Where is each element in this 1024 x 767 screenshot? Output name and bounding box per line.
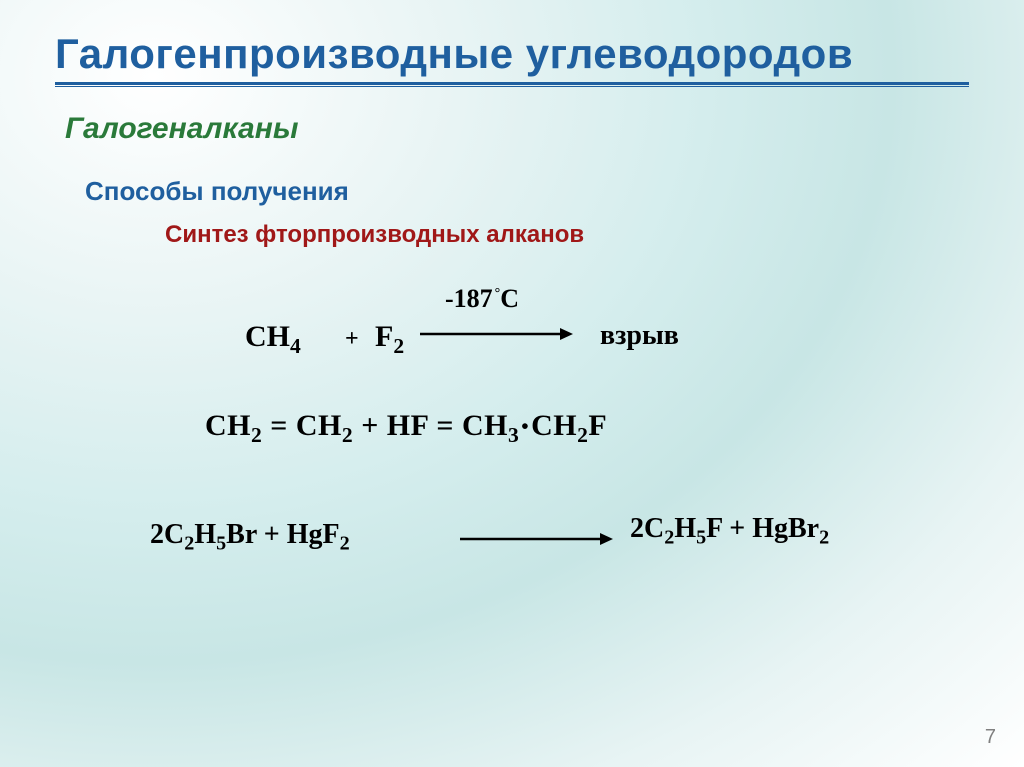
- page-title: Галогенпроизводные углеводородов: [55, 30, 969, 78]
- reaction-2: CH2 = CH2 + HF = CH3•CH2F: [205, 409, 969, 443]
- reaction-3-left: 2C2H5Br + HgF2: [150, 519, 350, 551]
- r1-ch: CH: [245, 320, 290, 353]
- condition-value: -187: [445, 284, 493, 313]
- r3-r2s: 2: [819, 527, 829, 549]
- reaction-1-condition: -187°C: [445, 284, 519, 314]
- r3-rplus: +: [722, 513, 752, 544]
- r1-ch-sub: 4: [290, 334, 301, 358]
- r3-rs2: 5: [696, 527, 706, 549]
- r3-rs1: 2: [664, 527, 674, 549]
- r3-le1: Br: [226, 519, 257, 550]
- page-number: 7: [985, 726, 996, 749]
- topic-label: Синтез фторпроизводных алканов: [165, 221, 969, 249]
- r3-l2a: HgF: [287, 519, 340, 550]
- r3-r1: 2C: [630, 513, 664, 544]
- reaction-1-product: взрыв: [600, 320, 679, 352]
- reaction-1-plus: +: [345, 326, 359, 353]
- reaction-1-reactant-1: CH4: [245, 320, 301, 354]
- reactions-block: -187°C CH4 + F2 взрыв CH2 = CH2 + HF = C…: [205, 284, 969, 563]
- condition-unit: C: [500, 284, 519, 313]
- r3-l1: 2C: [150, 519, 184, 550]
- r3-r2a: HgBr: [752, 513, 819, 544]
- r3-lm1: H: [194, 519, 216, 550]
- reaction-3-right: 2C2H5F + HgBr2: [630, 513, 829, 545]
- arrow-icon: [420, 324, 575, 344]
- r3-l2s: 2: [340, 533, 350, 555]
- r3-ls2: 5: [216, 533, 226, 555]
- reaction-3-arrow: [460, 529, 615, 554]
- reaction-1: -187°C CH4 + F2 взрыв: [205, 284, 969, 374]
- reaction-1-arrow: [420, 324, 575, 349]
- slide-container: Галогенпроизводные углеводородов Галоген…: [0, 0, 1024, 767]
- r3-rm1: H: [674, 513, 696, 544]
- subtitle: Галогеналканы: [65, 112, 969, 146]
- reaction-3: 2C2H5Br + HgF2 2C2H5F + HgBr2: [150, 513, 969, 563]
- arrow-icon: [460, 529, 615, 549]
- r3-ls1: 2: [184, 533, 194, 555]
- reaction-1-reactant-2: F2: [375, 320, 404, 354]
- r1-f-sub: 2: [393, 334, 404, 358]
- r1-f-sym: F: [375, 320, 393, 353]
- section-header: Способы получения: [85, 176, 969, 207]
- r3-plus: +: [257, 519, 287, 550]
- title-divider-thin: [55, 86, 969, 87]
- title-divider-thick: [55, 82, 969, 85]
- r3-re1: F: [706, 513, 722, 544]
